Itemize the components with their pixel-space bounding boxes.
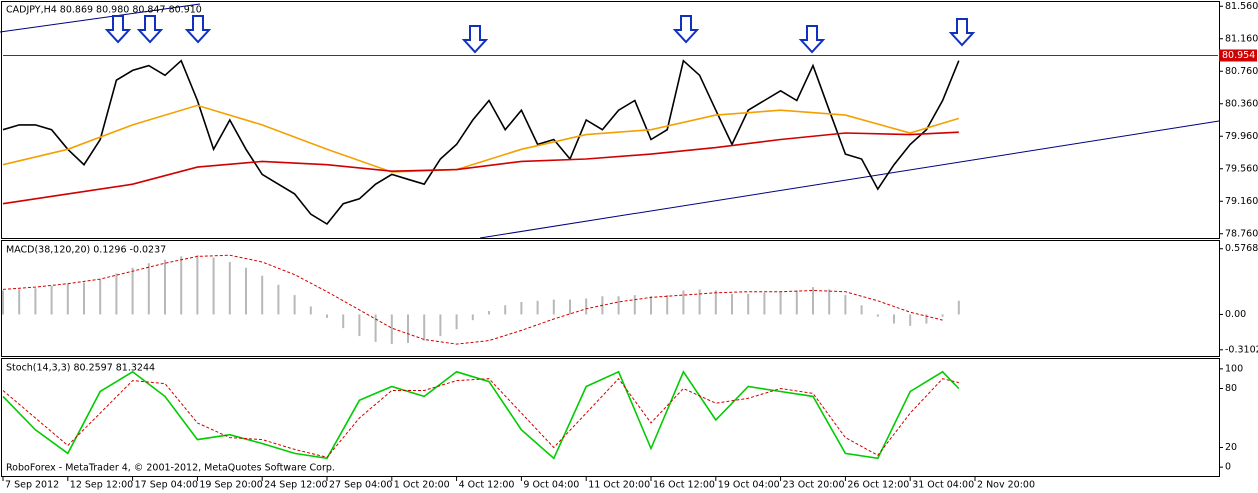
y-tick-label: 81.160 (1225, 33, 1258, 44)
current-price-box (1219, 49, 1257, 62)
x-tick-label: 11 Oct 20:00 (588, 480, 650, 491)
arrows (104, 15, 976, 54)
y-tick-label: 79.960 (1225, 131, 1258, 142)
x-tick-label: 2 Nov 20:00 (977, 480, 1035, 491)
arrow (948, 18, 976, 47)
y-tick-label: 78.760 (1225, 228, 1258, 239)
y-tick-label: 20 (1225, 442, 1237, 453)
x-tick-label: 9 Oct 04:00 (523, 480, 579, 491)
y-tick-label: 100 (1225, 363, 1243, 374)
x-tick-label: 4 Oct 12:00 (459, 480, 515, 491)
arrow (104, 15, 132, 44)
series-line (2, 254, 943, 345)
y-tick-label: 81.560 (1225, 1, 1258, 12)
stoch-title: Stoch(14,3,3) 80.2597 81.3244 (6, 363, 155, 374)
y-tick-label: 79.560 (1225, 163, 1258, 174)
y-tick-label: 0 (1225, 462, 1231, 473)
series-line (2, 104, 960, 173)
x-tick-label: 26 Oct 12:00 (847, 480, 909, 491)
x-tick-label: 23 Oct 20:00 (783, 480, 845, 491)
y-tick-label: -0.3102 (1225, 344, 1258, 355)
x-tick-label: 16 Oct 12:00 (653, 480, 715, 491)
y-tick-label: 79.160 (1225, 196, 1258, 207)
copyright: RoboForex - MetaTrader 4, © 2001-2012, M… (6, 463, 335, 474)
x-tick-label: 19 Oct 04:00 (718, 480, 780, 491)
price-title: CADJPY,H4 80.869 80.980 80.847 80.910 (6, 5, 202, 16)
x-tick-label: 24 Sep 12:00 (264, 480, 327, 491)
y-tick-label: 80.360 (1225, 98, 1258, 109)
arrow (461, 25, 489, 54)
series-line (2, 59, 960, 226)
x-tick-label: 12 Sep 12:00 (70, 480, 133, 491)
arrow (798, 25, 826, 54)
trend-line (0, 3, 201, 33)
y-tick-label: 0.5768 (1225, 243, 1258, 254)
y-tick-label: 0.00 (1225, 309, 1246, 320)
x-tick-label: 19 Sep 20:00 (199, 480, 262, 491)
x-tick-label: 31 Oct 04:00 (912, 480, 974, 491)
arrow (136, 15, 164, 44)
x-tick-label: 7 Sep 2012 (5, 480, 59, 491)
x-tick-label: 27 Sep 04:00 (329, 480, 392, 491)
trend-line (479, 120, 1220, 239)
price-panel (1, 1, 1220, 239)
y-tick-label: 80 (1225, 383, 1237, 394)
x-tick-label: 1 Oct 20:00 (394, 480, 450, 491)
x-tick-label: 17 Sep 04:00 (135, 480, 198, 491)
y-tick-label: 80.760 (1225, 66, 1258, 77)
series-line (2, 377, 959, 458)
stoch-panel (1, 358, 1220, 477)
macd-panel (1, 240, 1220, 357)
series-line (2, 131, 959, 205)
current-price-label: 80.954 (1222, 50, 1255, 61)
arrow (184, 15, 212, 44)
macd-title: MACD(38,120,20) 0.1296 -0.0237 (6, 245, 166, 256)
series-line (2, 370, 960, 460)
arrow (672, 15, 700, 44)
